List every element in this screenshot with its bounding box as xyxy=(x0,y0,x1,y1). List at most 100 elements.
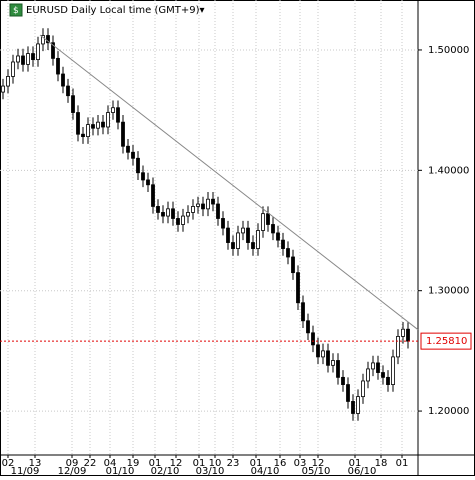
candle-body xyxy=(291,256,295,274)
candle-body xyxy=(381,372,385,378)
candle-body xyxy=(376,362,380,373)
candle-body xyxy=(116,107,120,123)
candle-body xyxy=(276,232,280,241)
candle-body xyxy=(66,85,70,97)
month-label: 12/09 xyxy=(58,466,87,476)
x-tick-label: 10 xyxy=(209,458,222,469)
candle-body xyxy=(256,230,260,249)
candle-body xyxy=(266,213,270,225)
month-label: 05/10 xyxy=(302,466,331,476)
candle-body xyxy=(166,208,170,217)
candle-body xyxy=(306,320,310,334)
candle-body xyxy=(196,203,200,207)
candle-body xyxy=(251,242,255,249)
candle-body xyxy=(36,43,40,60)
candle-body xyxy=(301,302,305,322)
x-tick-label: 13 xyxy=(29,458,42,469)
candle-body xyxy=(71,95,75,113)
candle-body xyxy=(261,213,265,231)
x-tick-label: 02 xyxy=(2,458,15,469)
chart-title[interactable]: EURUSD Daily Local time (GMT+9)▾ xyxy=(26,5,205,16)
candle-body xyxy=(386,376,390,385)
candle-body xyxy=(221,218,225,229)
x-tick-label: 01 xyxy=(193,458,206,469)
x-tick-label: 01 xyxy=(250,458,263,469)
candle-body xyxy=(91,124,95,129)
candle-body xyxy=(86,124,90,138)
month-label: 02/10 xyxy=(151,466,180,476)
candle-body xyxy=(336,360,340,378)
candle-body xyxy=(41,35,45,45)
last-price-box xyxy=(420,332,472,350)
candle-body xyxy=(271,224,275,234)
x-tick-label: 16 xyxy=(274,458,287,469)
candle-body xyxy=(226,227,230,243)
symbol-icon[interactable] xyxy=(9,3,23,17)
x-tick-label: 04 xyxy=(104,458,117,469)
candle-body xyxy=(361,380,365,398)
symbol-icon-glyph: $ xyxy=(13,6,19,16)
candle-body xyxy=(131,151,135,159)
y-tick-label: 1.20000 xyxy=(428,406,469,417)
candle-body xyxy=(81,133,85,138)
candle-body xyxy=(296,272,300,304)
x-tick-label: 12 xyxy=(170,458,183,469)
candle-body xyxy=(206,198,210,210)
candle-body xyxy=(151,184,155,207)
x-tick-label: 18 xyxy=(375,458,388,469)
candle-body xyxy=(31,53,35,60)
x-tick-label: 22 xyxy=(84,458,97,469)
x-tick-label: 09 xyxy=(66,458,79,469)
candle-body xyxy=(371,362,375,370)
candle-body xyxy=(121,121,125,147)
month-label: 04/10 xyxy=(251,466,280,476)
x-tick-label: 23 xyxy=(227,458,240,469)
candle-body xyxy=(356,396,360,414)
candle-body xyxy=(201,203,205,210)
candle-body xyxy=(61,73,65,87)
candle-body xyxy=(136,157,140,174)
candle-body xyxy=(316,344,320,358)
candle-body xyxy=(6,76,10,87)
y-tick-label: 1.50000 xyxy=(428,45,469,56)
candle-body xyxy=(191,206,195,213)
candle-body xyxy=(331,360,335,366)
x-tick-label: 03 xyxy=(294,458,307,469)
x-tick-label: 01 xyxy=(396,458,409,469)
candle-body xyxy=(146,179,150,186)
month-label: 06/10 xyxy=(348,466,377,476)
candle-body xyxy=(216,203,220,219)
candle-body xyxy=(161,212,165,217)
candle-body xyxy=(101,121,105,128)
candle-body xyxy=(211,198,215,205)
x-tick-label: 01 xyxy=(149,458,162,469)
candle-body xyxy=(181,215,185,225)
candle-body xyxy=(401,328,405,337)
candle-body xyxy=(176,218,180,225)
candle-body xyxy=(26,53,30,65)
candle-body xyxy=(56,57,60,75)
last-price-label: 1.25810 xyxy=(426,336,467,347)
month-label: 01/10 xyxy=(106,466,135,476)
candle-body xyxy=(126,145,130,153)
candle-body xyxy=(141,172,145,181)
y-tick-label: 1.40000 xyxy=(428,165,469,176)
month-label: 11/09 xyxy=(11,466,40,476)
candle-body xyxy=(391,356,395,385)
candle-body xyxy=(366,368,370,382)
candle-body xyxy=(11,61,15,77)
candle-body xyxy=(326,350,330,366)
x-tick-label: 19 xyxy=(127,458,140,469)
candle-body xyxy=(281,239,285,249)
candle-body xyxy=(46,35,50,44)
candle-body xyxy=(231,242,235,249)
candle-body xyxy=(286,248,290,258)
candle-body xyxy=(186,212,190,217)
candle-body xyxy=(106,112,110,128)
candle-body xyxy=(16,55,20,63)
month-label: 03/10 xyxy=(196,466,225,476)
candle-body xyxy=(346,384,350,402)
x-tick-label: 01 xyxy=(349,458,362,469)
candle-body xyxy=(51,42,55,59)
